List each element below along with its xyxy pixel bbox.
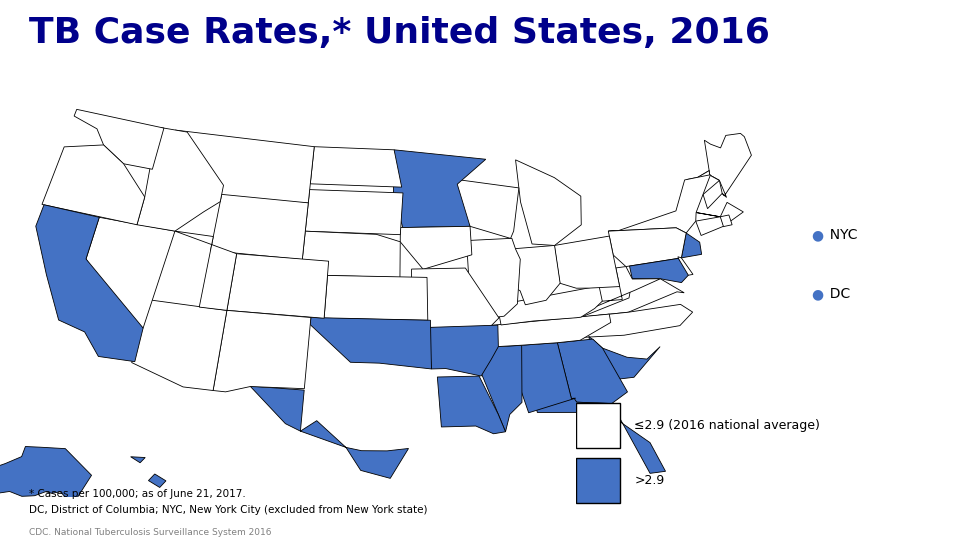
Polygon shape: [428, 325, 498, 376]
Polygon shape: [581, 279, 684, 317]
Polygon shape: [412, 268, 499, 333]
Polygon shape: [696, 202, 743, 226]
Polygon shape: [36, 205, 143, 362]
Bar: [576, 458, 620, 503]
Polygon shape: [175, 130, 314, 203]
Polygon shape: [438, 376, 506, 434]
Bar: [576, 402, 620, 448]
Polygon shape: [324, 275, 428, 320]
Polygon shape: [591, 267, 660, 307]
Text: ●: ●: [811, 287, 824, 301]
Polygon shape: [302, 231, 400, 278]
Polygon shape: [696, 217, 724, 235]
Polygon shape: [137, 127, 224, 231]
Text: ≤2.9 (2016 national average): ≤2.9 (2016 national average): [635, 418, 820, 431]
Text: DC: DC: [821, 287, 850, 301]
Polygon shape: [720, 215, 732, 227]
Polygon shape: [682, 233, 702, 258]
Polygon shape: [132, 300, 227, 390]
Polygon shape: [213, 310, 311, 392]
Polygon shape: [489, 314, 611, 347]
Polygon shape: [470, 346, 522, 432]
Polygon shape: [554, 236, 619, 288]
Polygon shape: [305, 190, 403, 235]
Text: ●: ●: [811, 228, 824, 242]
Polygon shape: [557, 339, 628, 403]
Polygon shape: [497, 286, 602, 325]
Polygon shape: [698, 171, 722, 208]
Polygon shape: [210, 194, 308, 260]
Polygon shape: [227, 254, 328, 318]
Polygon shape: [394, 150, 486, 227]
Polygon shape: [516, 343, 576, 413]
Polygon shape: [575, 305, 693, 338]
Polygon shape: [156, 520, 183, 540]
Text: NYC: NYC: [821, 228, 857, 242]
Text: * Cases per 100,000; as of June 21, 2017.: * Cases per 100,000; as of June 21, 2017…: [29, 489, 246, 499]
Polygon shape: [86, 217, 175, 328]
Polygon shape: [310, 147, 401, 187]
Text: >2.9: >2.9: [635, 475, 664, 488]
Text: DC, District of Columbia; NYC, New York City (excluded from New York state): DC, District of Columbia; NYC, New York …: [29, 505, 427, 515]
Polygon shape: [131, 457, 145, 463]
Polygon shape: [630, 259, 688, 282]
Text: CDC. National Tuberculosis Surveillance System 2016: CDC. National Tuberculosis Surveillance …: [29, 528, 272, 537]
Polygon shape: [74, 109, 164, 169]
Text: TB Case Rates,* United States, 2016: TB Case Rates,* United States, 2016: [29, 16, 770, 50]
Polygon shape: [678, 256, 693, 276]
Polygon shape: [310, 318, 431, 369]
Polygon shape: [42, 145, 145, 225]
Polygon shape: [160, 500, 183, 510]
Polygon shape: [609, 228, 686, 267]
Polygon shape: [687, 171, 719, 199]
Polygon shape: [609, 175, 710, 233]
Polygon shape: [175, 231, 236, 310]
Polygon shape: [149, 474, 166, 488]
Polygon shape: [588, 336, 660, 382]
Polygon shape: [705, 133, 752, 198]
Polygon shape: [512, 246, 560, 305]
Polygon shape: [467, 238, 520, 319]
Polygon shape: [250, 386, 409, 478]
Polygon shape: [400, 226, 472, 269]
Polygon shape: [446, 178, 518, 238]
Polygon shape: [0, 447, 91, 503]
Polygon shape: [516, 160, 581, 246]
Polygon shape: [535, 399, 665, 474]
